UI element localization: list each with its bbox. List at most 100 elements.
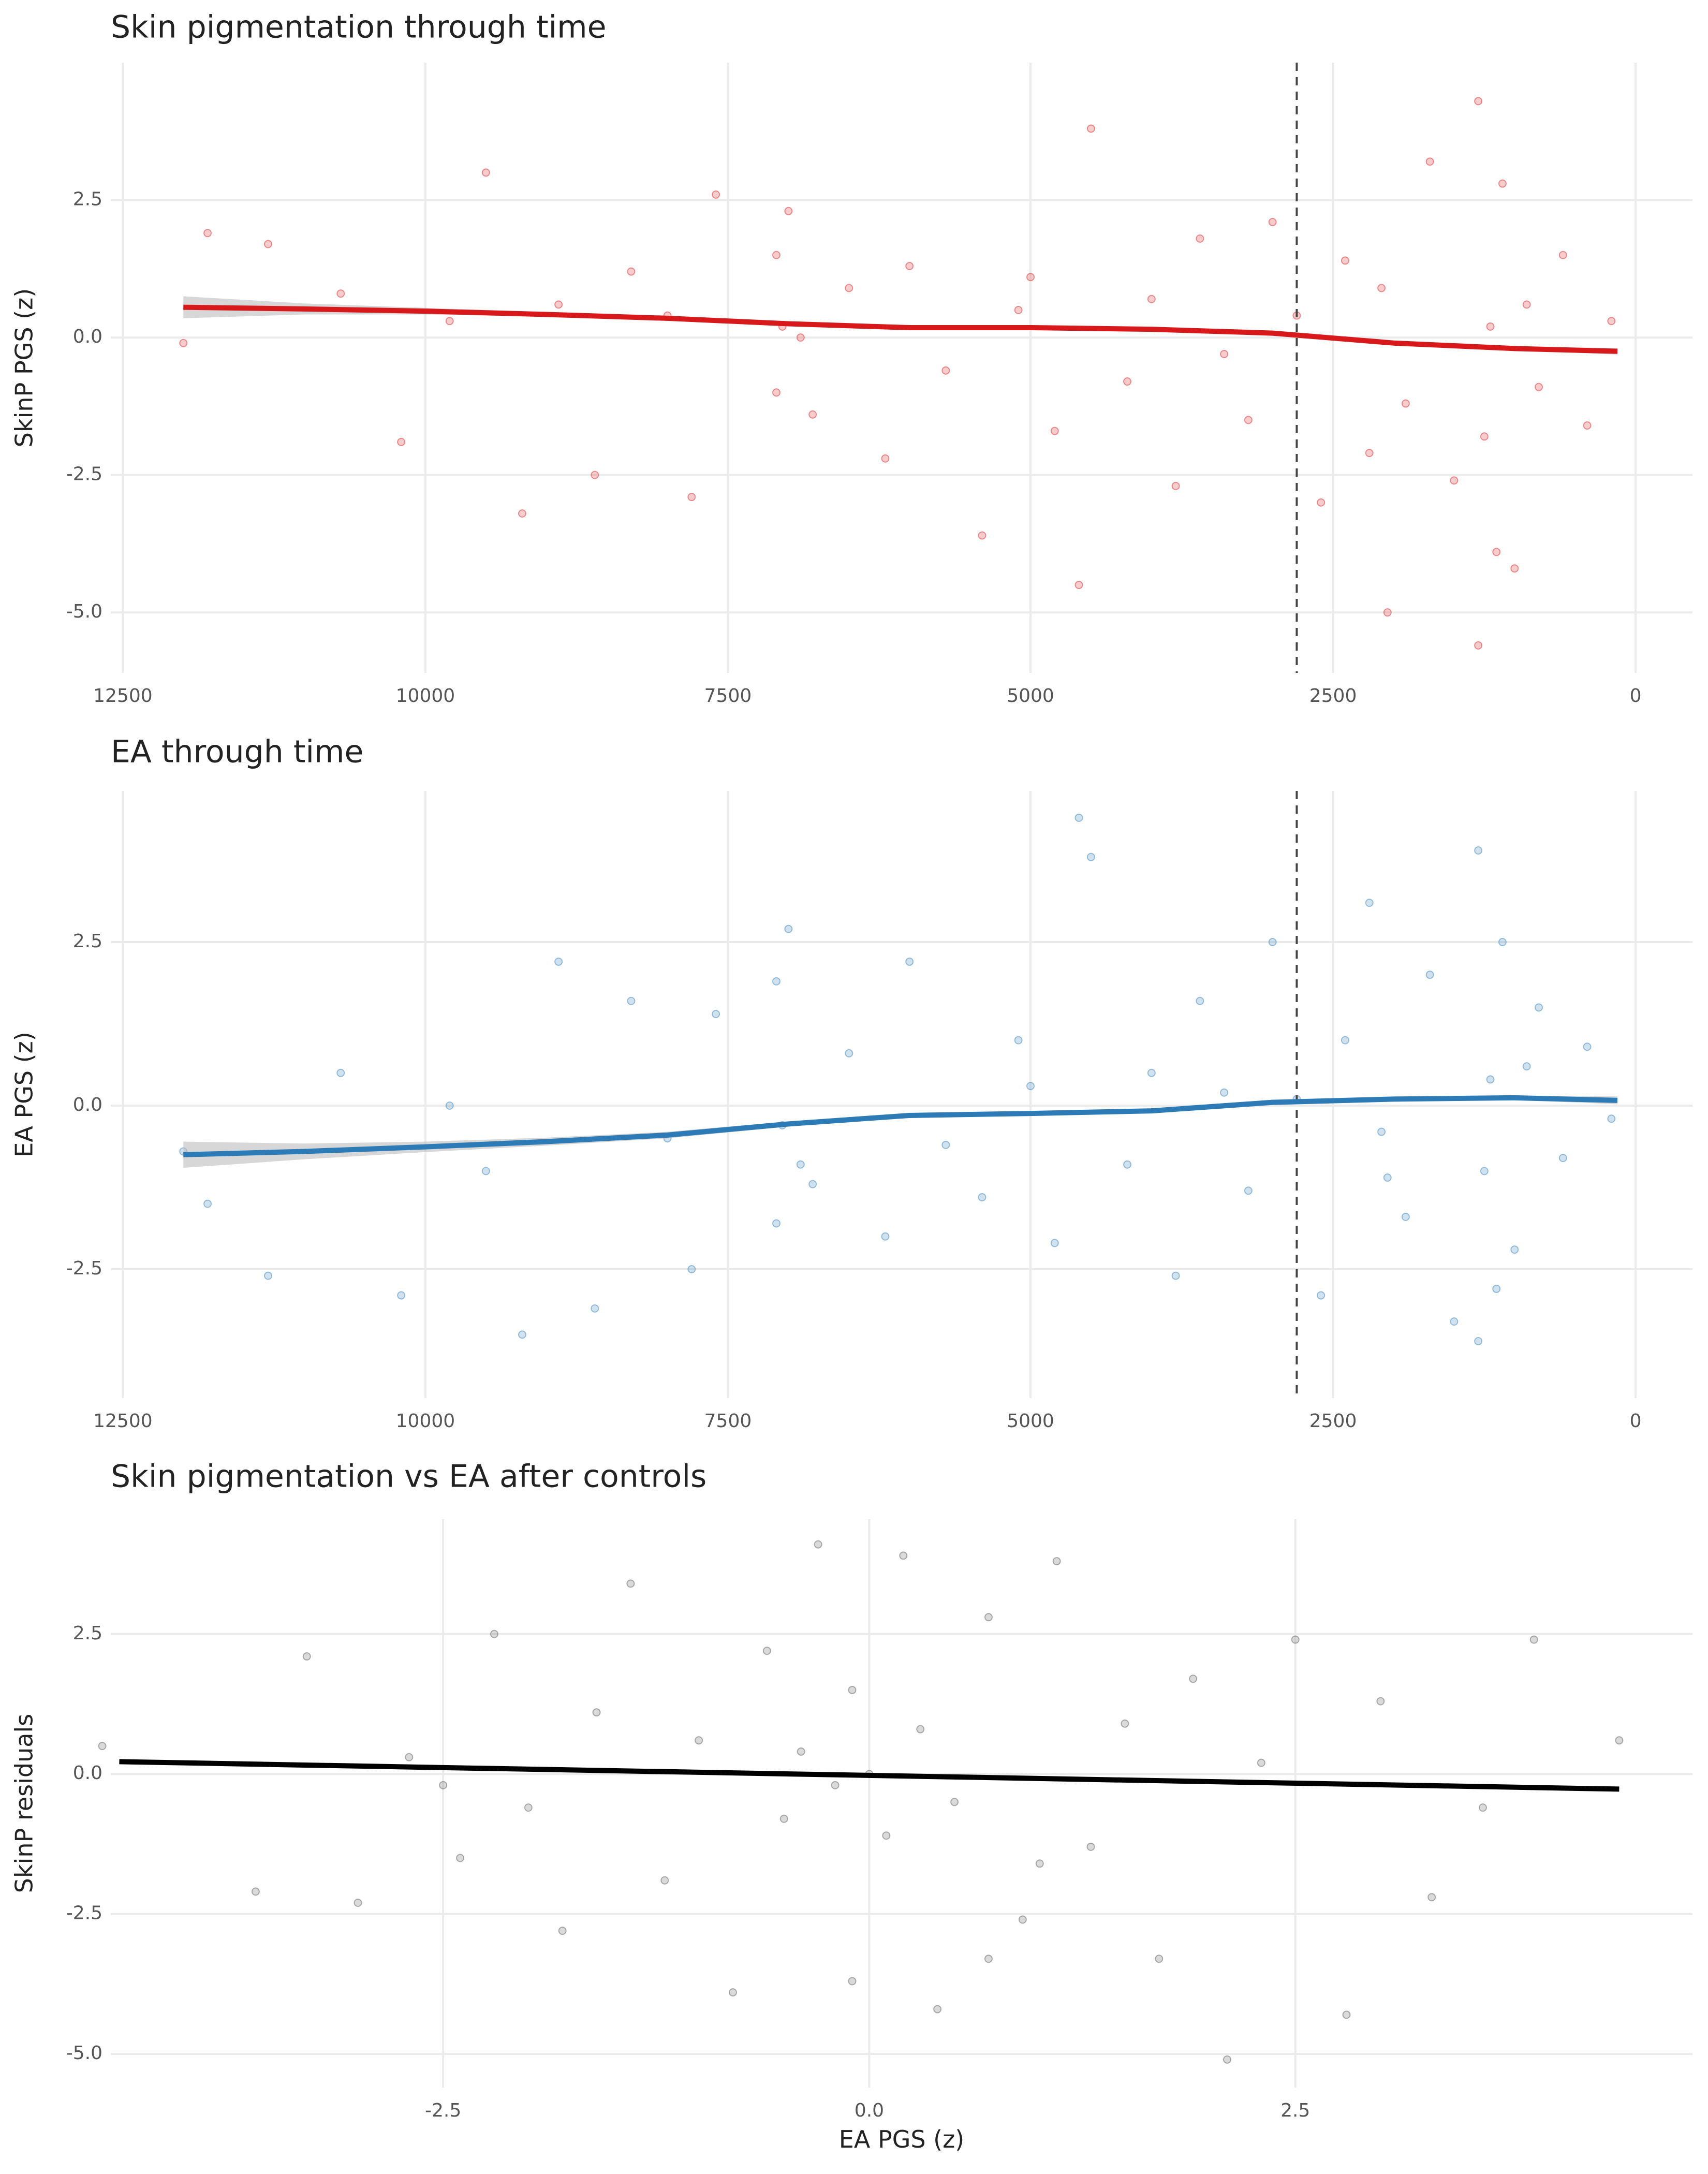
x-tick-label: 2.5: [1280, 2100, 1310, 2121]
point: [797, 1747, 805, 1756]
point: [1220, 1088, 1229, 1097]
point: [933, 2005, 942, 2014]
point: [397, 437, 406, 446]
point: [1223, 2055, 1231, 2064]
point: [1220, 349, 1229, 358]
point: [456, 1854, 465, 1862]
point: [1615, 1736, 1624, 1745]
point: [941, 366, 950, 375]
x-tick-label: 0: [1630, 1411, 1642, 1432]
y-tick-label: -2.5: [66, 464, 102, 485]
point: [203, 1199, 212, 1208]
point: [848, 1685, 857, 1694]
point: [1189, 1674, 1198, 1683]
point: [1383, 608, 1392, 617]
point: [405, 1753, 414, 1761]
point: [1383, 1173, 1392, 1182]
point: [558, 1927, 567, 1935]
point: [1486, 1075, 1495, 1084]
point: [1510, 564, 1519, 573]
point: [1026, 273, 1035, 282]
point: [1147, 295, 1156, 303]
point: [1052, 1557, 1061, 1566]
point: [1341, 1036, 1349, 1045]
point: [1171, 481, 1180, 490]
point: [1480, 432, 1489, 441]
point: [695, 1736, 703, 1745]
point: [1478, 1803, 1487, 1812]
point: [728, 1988, 737, 1997]
chart-title: EA through time: [111, 734, 363, 770]
point: [626, 1579, 635, 1588]
point: [984, 1955, 993, 1963]
point: [845, 1049, 853, 1057]
point: [203, 229, 212, 238]
point: [808, 1180, 817, 1188]
point: [1535, 383, 1543, 391]
x-tick-label: 7500: [704, 1411, 752, 1432]
point: [978, 1193, 986, 1201]
point: [1014, 1036, 1023, 1045]
point: [336, 289, 345, 298]
point: [1583, 1042, 1592, 1051]
x-tick-label: 7500: [704, 685, 752, 707]
point: [592, 1708, 601, 1717]
point: [848, 1977, 857, 1986]
point: [445, 1101, 454, 1110]
point: [1474, 641, 1483, 650]
point: [251, 1887, 260, 1896]
point: [1474, 97, 1483, 106]
y-tick-label: 2.5: [73, 931, 102, 952]
point: [1510, 1245, 1519, 1254]
point: [336, 1068, 345, 1077]
y-tick-label: 0.0: [73, 1094, 102, 1115]
point: [687, 493, 696, 502]
point: [1365, 899, 1374, 907]
point: [1291, 1635, 1300, 1644]
point: [1427, 1893, 1436, 1902]
point: [179, 339, 188, 347]
x-tick-label: 10000: [396, 1411, 455, 1432]
point: [1244, 1186, 1253, 1195]
point: [916, 1725, 925, 1734]
point: [1474, 1337, 1483, 1346]
point: [845, 284, 853, 292]
panel: EA through time 2.5 0.0 -2.5 12500 10000 7500 5…: [10, 734, 1692, 1432]
point: [1529, 1635, 1538, 1644]
y-tick-label: -2.5: [66, 1903, 102, 1924]
point: [881, 1232, 890, 1241]
point: [881, 454, 890, 463]
point: [712, 190, 720, 199]
point: [1480, 1167, 1489, 1176]
y-tick-label: 0.0: [73, 1762, 102, 1784]
point: [1535, 1003, 1543, 1012]
x-tick-label: 2500: [1309, 685, 1357, 707]
y-tick-label: -2.5: [66, 1258, 102, 1279]
point: [831, 1781, 840, 1789]
point: [1450, 476, 1459, 485]
point: [1486, 322, 1495, 331]
point: [1026, 1082, 1035, 1091]
point: [1086, 124, 1095, 133]
point: [905, 262, 914, 270]
fit-line: [183, 304, 1618, 354]
point: [762, 1647, 771, 1655]
point: [1123, 1160, 1132, 1169]
point: [1401, 399, 1410, 408]
point: [1607, 1114, 1616, 1123]
point: [481, 1167, 490, 1176]
point: [1341, 256, 1349, 265]
point: [1425, 157, 1434, 166]
point: [712, 1010, 720, 1019]
point: [796, 333, 805, 342]
point: [439, 1781, 448, 1789]
point: [1498, 937, 1507, 946]
point: [1317, 1291, 1326, 1300]
chart-title: Skin pigmentation vs EA after controls: [111, 1459, 706, 1495]
y-axis-title: SkinP residuals: [10, 1714, 38, 1893]
point: [1147, 1068, 1156, 1077]
point: [1196, 996, 1204, 1005]
point: [1450, 1317, 1459, 1326]
panel: Skin pigmentation through time 2.5 0.0 -2.5…: [10, 9, 1692, 707]
